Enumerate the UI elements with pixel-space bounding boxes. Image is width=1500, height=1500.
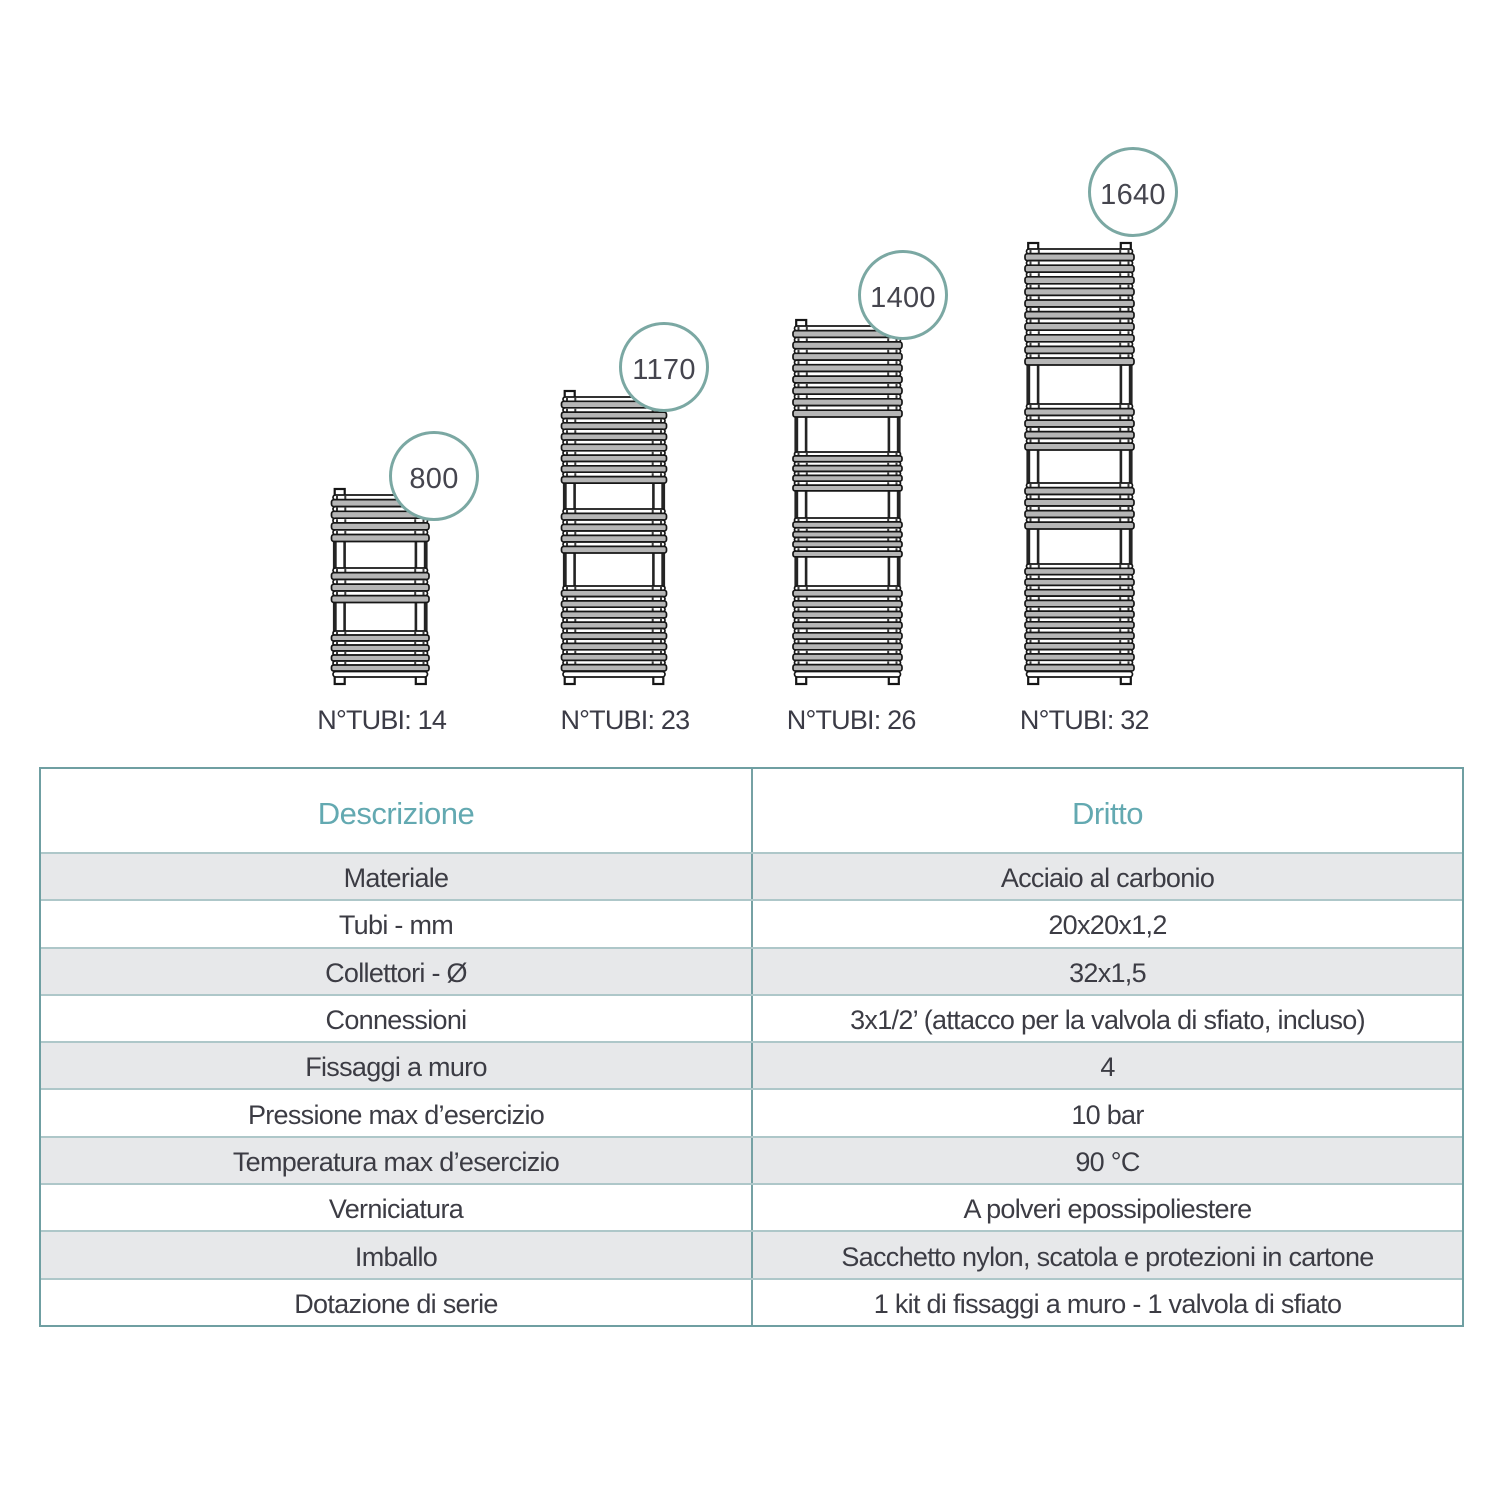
svg-text:1400: 1400 xyxy=(870,282,936,314)
svg-text:N°TUBI: 26: N°TUBI: 26 xyxy=(787,705,916,735)
svg-text:1640: 1640 xyxy=(1100,179,1166,211)
svg-text:N°TUBI: 32: N°TUBI: 32 xyxy=(1020,705,1149,735)
svg-text:800: 800 xyxy=(409,463,458,495)
svg-text:N°TUBI: 23: N°TUBI: 23 xyxy=(560,705,689,735)
svg-text:N°TUBI: 14: N°TUBI: 14 xyxy=(317,705,447,735)
svg-text:1170: 1170 xyxy=(632,354,696,386)
